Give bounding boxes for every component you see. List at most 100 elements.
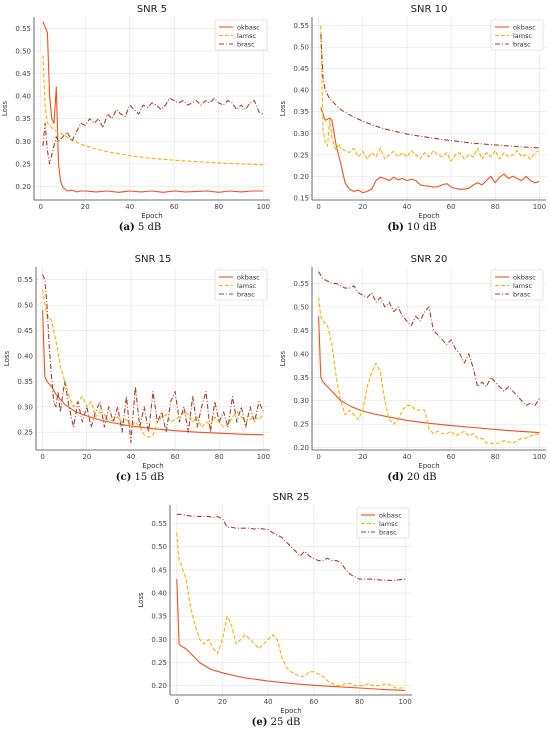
- legend-label-brasc: brasc: [237, 290, 255, 298]
- y-tick-label: 0.40: [17, 352, 33, 360]
- series-line-okbasc: [318, 316, 540, 434]
- x-tick-label: 20: [82, 453, 91, 461]
- legend-label-lamsc: lamsc: [513, 282, 533, 290]
- y-tick-label: 0.50: [293, 303, 309, 311]
- x-tick-label: 60: [171, 453, 180, 461]
- x-axis-label: Epoch: [418, 462, 439, 470]
- chart-title: SNR 5: [137, 4, 167, 15]
- x-tick-label: 60: [447, 203, 456, 211]
- x-tick-label: 80: [355, 698, 364, 706]
- y-tick-label: 0.40: [15, 93, 31, 101]
- legend-label-lamsc: lamsc: [513, 32, 533, 40]
- series-line-lamsc: [176, 532, 406, 689]
- y-tick-label: 0.30: [293, 397, 309, 405]
- series-line-okbasc: [42, 21, 264, 193]
- legend-label-okbasc: okbasc: [513, 273, 536, 281]
- caption-text: 5 dB: [134, 222, 162, 233]
- chart-title: SNR 25: [273, 492, 310, 503]
- legend-label-brasc: brasc: [237, 40, 255, 48]
- y-tick-label: 0.45: [293, 65, 309, 73]
- y-tick-label: 0.25: [293, 421, 309, 429]
- series-line-brasc: [176, 513, 406, 582]
- caption-text: 25 dB: [267, 717, 301, 728]
- y-tick-label: 0.35: [17, 378, 33, 386]
- y-tick-label: 0.35: [151, 613, 167, 621]
- x-tick-label: 0: [316, 203, 320, 211]
- y-tick-label: 0.40: [151, 590, 167, 598]
- chart-panel-3: 0.25 0.30 0.35 0.40 0.45 0.50 0.55 0 20 40 60 80 100…: [0, 250, 272, 470]
- y-tick-label: 0.55: [293, 280, 309, 288]
- x-tick-label: 80: [215, 453, 224, 461]
- x-tick-label: 60: [170, 203, 179, 211]
- x-tick-label: 40: [126, 453, 135, 461]
- legend-label-brasc: brasc: [513, 290, 531, 298]
- y-tick-label: 0.55: [151, 520, 167, 528]
- y-tick-label: 0.20: [293, 173, 309, 181]
- x-tick-label: 100: [533, 453, 546, 461]
- y-axis-label: Loss: [1, 100, 9, 116]
- legend-label-brasc: brasc: [379, 528, 397, 536]
- y-axis-label: Loss: [279, 350, 287, 366]
- chart-panel-2: 0.15 0.20 0.25 0.30 0.35 0.40 0.45 0.50 0.55 0 20 4…: [276, 0, 548, 220]
- legend-label-brasc: brasc: [513, 40, 531, 48]
- legend-label-lamsc: lamsc: [237, 282, 257, 290]
- y-tick-label: 0.50: [15, 47, 31, 55]
- chart-svg: 0.20 0.25 0.30 0.35 0.40 0.45 0.50 0.55 0 20 40 60 8…: [1, 4, 270, 220]
- caption-text: 20 dB: [403, 472, 437, 483]
- y-tick-label: 0.25: [293, 151, 309, 159]
- x-tick-label: 80: [491, 453, 500, 461]
- x-tick-label: 80: [491, 203, 500, 211]
- y-tick-label: 0.30: [17, 403, 33, 411]
- x-tick-label: 0: [38, 203, 42, 211]
- caption-text: 15 dB: [131, 472, 165, 483]
- y-tick-label: 0.50: [293, 44, 309, 52]
- chart-title: SNR 10: [411, 4, 448, 15]
- y-tick-label: 0.25: [151, 659, 167, 667]
- series-line-lamsc: [42, 289, 264, 438]
- y-tick-label: 0.15: [293, 194, 309, 202]
- caption-letter: (d): [387, 472, 404, 483]
- chart-svg: 0.15 0.20 0.25 0.30 0.35 0.40 0.45 0.50 0.55 0 20 4…: [279, 4, 546, 220]
- chart-caption: (e) 25 dB: [216, 717, 336, 728]
- series-line-lamsc: [318, 297, 540, 445]
- chart-svg: 0.20 0.25 0.30 0.35 0.40 0.45 0.50 0.55 0 20 40 60 8…: [279, 254, 546, 470]
- series-line-brasc: [320, 34, 540, 149]
- y-tick-label: 0.30: [293, 130, 309, 138]
- y-tick-label: 0.40: [293, 350, 309, 358]
- series-line-okbasc: [320, 107, 540, 194]
- y-axis-label: Loss: [279, 100, 287, 116]
- series-line-brasc: [42, 97, 264, 165]
- series-line-okbasc: [176, 579, 406, 691]
- series-line-brasc: [318, 271, 540, 406]
- chart-svg: 0.20 0.25 0.30 0.35 0.40 0.45 0.50 0.55 0 20 40 60 8…: [137, 492, 412, 715]
- x-tick-label: 100: [257, 453, 270, 461]
- y-tick-label: 0.35: [15, 115, 31, 123]
- x-axis-label: Epoch: [142, 462, 163, 470]
- y-tick-label: 0.20: [151, 682, 167, 690]
- series-line-okbasc: [42, 310, 264, 436]
- x-tick-label: 20: [358, 203, 367, 211]
- chart-caption: (d) 20 dB: [352, 472, 472, 483]
- x-tick-label: 40: [264, 698, 273, 706]
- chart-caption: (c) 15 dB: [80, 472, 200, 483]
- chart-caption: (b) 10 dB: [352, 222, 472, 233]
- legend-label-okbasc: okbasc: [379, 511, 402, 519]
- x-tick-label: 0: [40, 453, 44, 461]
- chart-caption: (a) 5 dB: [80, 222, 200, 233]
- x-tick-label: 40: [125, 203, 134, 211]
- x-tick-label: 60: [447, 453, 456, 461]
- y-tick-label: 0.55: [293, 22, 309, 30]
- chart-panel-5: 0.20 0.25 0.30 0.35 0.40 0.45 0.50 0.55 0 20 40 60 8…: [136, 485, 416, 715]
- y-tick-label: 0.55: [17, 276, 33, 284]
- x-tick-label: 100: [257, 203, 270, 211]
- x-axis-label: Epoch: [418, 212, 439, 220]
- y-tick-label: 0.45: [15, 70, 31, 78]
- y-tick-label: 0.30: [151, 636, 167, 644]
- y-tick-label: 0.45: [151, 566, 167, 574]
- series-line-lamsc: [320, 25, 540, 162]
